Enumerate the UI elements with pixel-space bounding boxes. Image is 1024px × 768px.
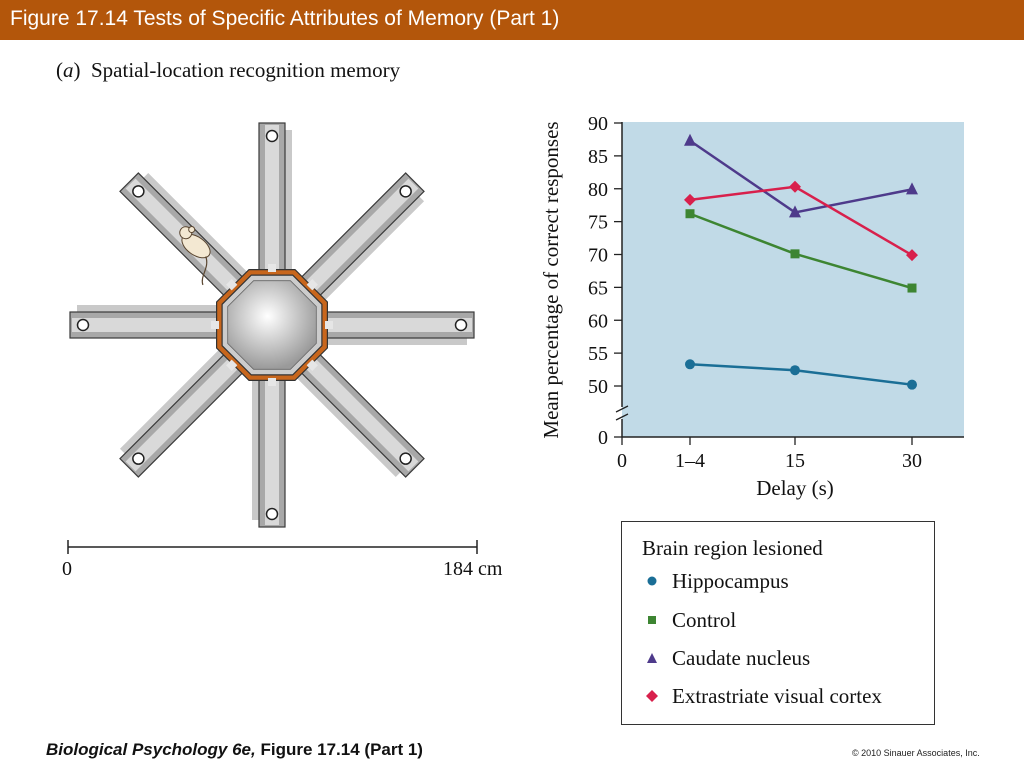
radial-arm-maze: 0 184 cm [62, 122, 503, 580]
series-control [685, 209, 917, 293]
maze-hub [211, 264, 333, 386]
x-tick-label: 30 [902, 450, 922, 472]
data-point [685, 209, 695, 219]
panel-letter: a [63, 58, 74, 82]
y-tick-label: 80 [588, 179, 608, 201]
axis-break-mark [615, 405, 629, 413]
line-chart: 0 50 55 60 65 70 75 80 85 90 0 1–4 15 30 Mean percen… [539, 113, 964, 500]
data-point [685, 359, 695, 370]
rat-tail [201, 256, 208, 286]
axis-lines [615, 122, 964, 438]
hub-center [227, 280, 317, 370]
title-bar: Figure 17.14 Tests of Specific Attribute… [0, 0, 1024, 40]
legend-label: Hippocampus [672, 569, 789, 593]
hub-post [306, 359, 318, 371]
y-tick-label: 50 [588, 376, 608, 398]
circle-marker-icon [647, 576, 657, 586]
data-point [906, 249, 918, 262]
panel-title: Spatial-location recognition memory [91, 58, 401, 82]
y-axis-label: Mean percentage of correct responses [539, 121, 563, 438]
hub-post [306, 279, 318, 291]
arm-floor [289, 178, 419, 308]
data-point [789, 180, 801, 193]
data-point [790, 365, 800, 376]
maze-arm [274, 336, 425, 478]
arm-floor [72, 318, 240, 332]
data-point [907, 379, 917, 390]
y-tick-label: 75 [588, 212, 608, 234]
arm-floor [289, 342, 419, 472]
food-well [399, 185, 412, 198]
legend-label: Control [672, 608, 737, 632]
hub-post [268, 264, 276, 272]
x-tick-label: 1–4 [675, 450, 705, 472]
food-well [265, 507, 279, 521]
arm-floor [265, 357, 279, 525]
footer-credit: Biological Psychology 6e, Figure 17.14 (… [46, 740, 423, 760]
legend-title: Brain region lesioned [642, 536, 823, 560]
legend: Brain region lesioned Hippocampus Contro… [621, 521, 935, 725]
hub-post [268, 378, 276, 386]
data-point [684, 133, 696, 146]
y-axis: 0 50 55 60 65 70 75 80 85 90 [588, 113, 622, 449]
maze-arm [295, 311, 475, 345]
hub-post [211, 321, 219, 329]
figure-reference: Figure 17.14 (Part 1) [260, 740, 423, 759]
x-tick-label: 15 [785, 450, 805, 472]
maze-arm [119, 327, 261, 478]
x-axis: 0 1–4 15 30 [617, 437, 922, 472]
food-well [132, 452, 145, 465]
food-well [132, 185, 145, 198]
y-tick-label: 90 [588, 113, 608, 135]
data-point [907, 283, 917, 293]
maze-arm [283, 172, 425, 323]
legend-label: Extrastriate visual cortex [672, 684, 882, 708]
hub-post [226, 359, 238, 371]
data-point [789, 205, 801, 218]
plot-area [622, 122, 964, 437]
legend-label: Caudate nucleus [672, 646, 811, 670]
diamond-marker-icon [646, 690, 658, 702]
arm-floor [125, 342, 255, 472]
food-well [265, 129, 279, 143]
arm-floor [304, 318, 472, 332]
copyright: © 2010 Sinauer Associates, Inc. [852, 748, 980, 758]
maze-arm [69, 305, 249, 339]
panel-label: (a) Spatial-location recognition memory [56, 58, 401, 82]
y-tick-label: 60 [588, 310, 608, 332]
series-extrastriate-visual-cortex [684, 180, 918, 262]
scale-start-label: 0 [62, 558, 72, 580]
series-layer [684, 133, 918, 390]
rat-icon [179, 226, 211, 286]
triangle-marker-icon [647, 653, 657, 663]
rat-body [179, 226, 211, 286]
food-well [454, 318, 468, 332]
food-well [399, 452, 412, 465]
data-point [684, 193, 696, 206]
square-marker-icon [648, 616, 656, 624]
arm-floor [265, 125, 279, 293]
y-tick-label: 85 [588, 146, 608, 168]
scale-end-label: 184 cm [443, 558, 503, 580]
hub-post [226, 279, 238, 291]
book-title: Biological Psychology 6e, [46, 740, 256, 759]
x-tick-label: 0 [617, 450, 627, 472]
data-point [906, 182, 918, 195]
food-well [76, 318, 90, 332]
x-axis-label: Delay (s) [756, 476, 834, 500]
hub-post [325, 321, 333, 329]
data-point [790, 249, 800, 259]
y-tick-label: 55 [588, 343, 608, 365]
y-tick-label: 0 [598, 427, 608, 449]
y-tick-label: 65 [588, 277, 608, 299]
series-caudate-nucleus [684, 133, 918, 218]
series-hippocampus [685, 359, 917, 390]
y-tick-label: 70 [588, 245, 608, 267]
rat-ear [188, 226, 196, 234]
axis-break-mark [615, 413, 629, 421]
page-title: Figure 17.14 Tests of Specific Attribute… [10, 7, 560, 30]
scale-bar: 0 184 cm [62, 540, 503, 580]
